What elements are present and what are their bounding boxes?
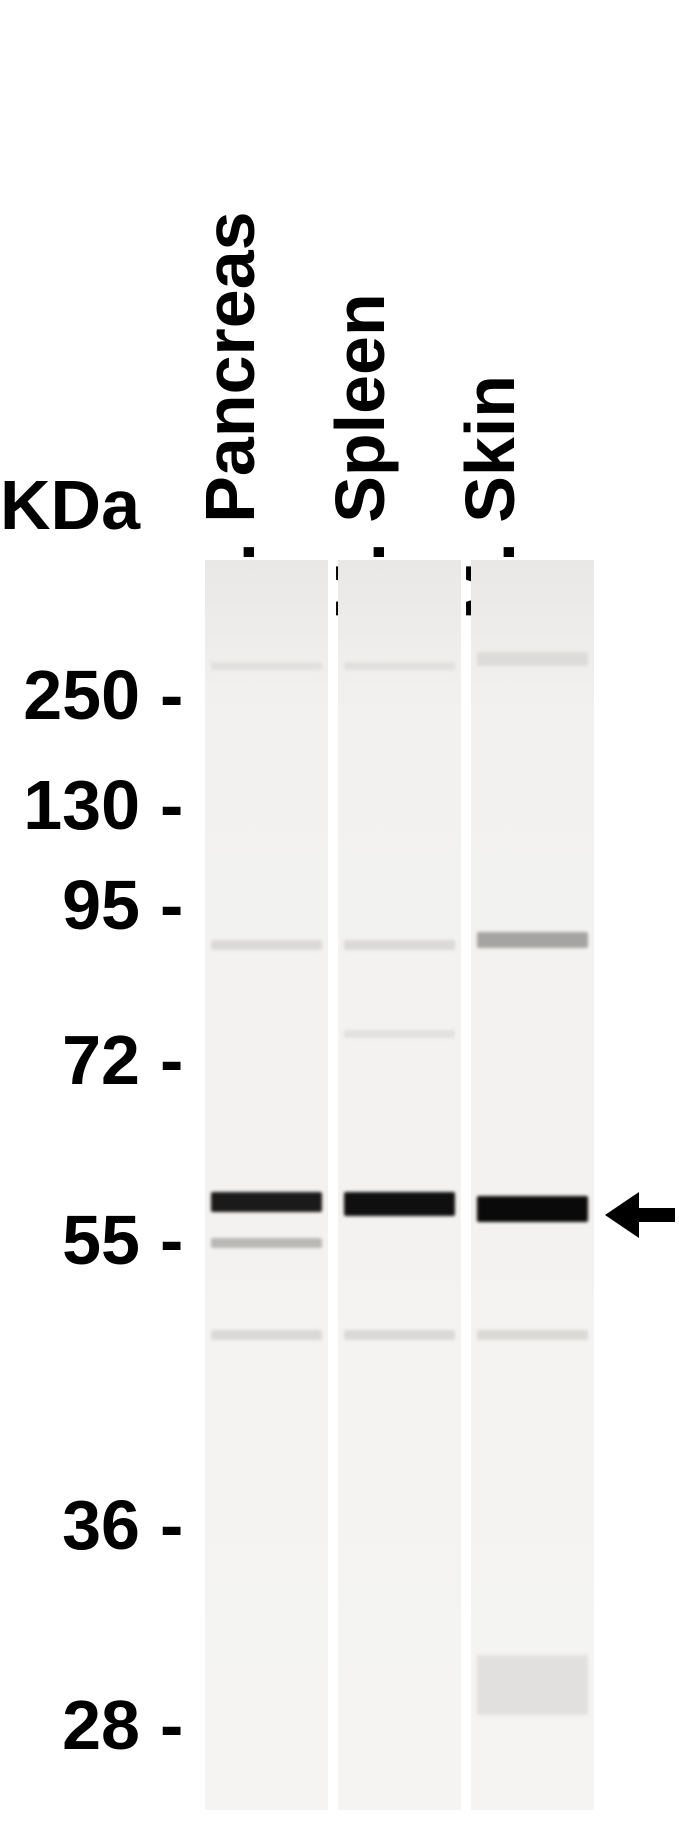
mw-value: 130 xyxy=(23,765,140,845)
band xyxy=(344,1192,455,1216)
band xyxy=(477,652,588,666)
band xyxy=(344,662,455,670)
band xyxy=(344,1330,455,1340)
mw-value: 72 xyxy=(62,1020,140,1100)
band xyxy=(344,1030,455,1038)
arrow-icon xyxy=(605,1192,675,1238)
mw-dash: - xyxy=(160,1685,183,1765)
mw-value: 55 xyxy=(62,1200,140,1280)
blot-lanes xyxy=(205,560,595,1810)
western-blot-figure: KDa M. PancreasM. SpleenM. Skin 250-130-… xyxy=(0,0,679,1842)
mw-value: 28 xyxy=(62,1685,140,1765)
mw-value: 36 xyxy=(62,1485,140,1565)
mw-value: 250 xyxy=(23,655,140,735)
band xyxy=(211,1192,322,1212)
lane-label: M. Pancreas xyxy=(190,211,270,620)
band xyxy=(477,1196,588,1222)
target-band-arrow xyxy=(605,1192,675,1243)
blot-lane-skin xyxy=(471,560,594,1810)
mw-value: 95 xyxy=(62,865,140,945)
mw-dash: - xyxy=(160,1020,183,1100)
mw-dash: - xyxy=(160,655,183,735)
mw-dash: - xyxy=(160,865,183,945)
band xyxy=(477,1655,588,1715)
kda-unit-label: KDa xyxy=(0,465,140,545)
band xyxy=(211,1330,322,1340)
band xyxy=(344,940,455,950)
blot-lane-spleen xyxy=(338,560,461,1810)
mw-dash: - xyxy=(160,765,183,845)
band xyxy=(211,1238,322,1248)
mw-dash: - xyxy=(160,1200,183,1280)
blot-lane-pancreas xyxy=(205,560,328,1810)
band xyxy=(211,662,322,670)
band xyxy=(477,1330,588,1340)
band xyxy=(211,940,322,950)
band xyxy=(477,932,588,948)
mw-dash: - xyxy=(160,1485,183,1565)
